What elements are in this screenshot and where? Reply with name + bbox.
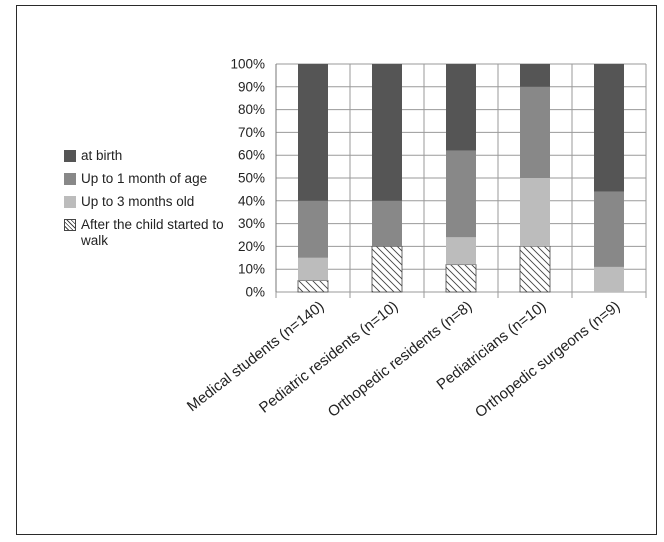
bar-segment [520, 86, 550, 178]
x-tick-label: Medical students (n=140) [184, 298, 328, 415]
legend-label: Up to 3 months old [81, 194, 195, 209]
bar-segment [372, 200, 402, 247]
bar-segment [446, 64, 476, 151]
y-tick-label: 10% [238, 262, 265, 277]
y-tick-label: 70% [238, 125, 265, 140]
legend-item-up-to-1-month: Up to 1 month of age [64, 171, 234, 187]
y-tick-label: 40% [238, 193, 265, 208]
bar-segment [520, 178, 550, 247]
bar-segment [298, 257, 328, 281]
legend-label: After the child started to walk [81, 217, 224, 248]
bar-segment [372, 64, 402, 201]
y-tick-label: 80% [238, 102, 265, 117]
bar-segment [520, 64, 550, 87]
y-tick-label: 0% [245, 285, 265, 300]
legend-label: Up to 1 month of age [81, 171, 208, 186]
y-tick-label: 100% [230, 57, 265, 72]
legend: at birth Up to 1 month of age Up to 3 mo… [64, 148, 234, 256]
bar-segment [445, 264, 477, 293]
bar-segment [594, 64, 624, 192]
x-tick-label: Pediatric residents (n=10) [256, 298, 401, 417]
legend-item-after-walking: After the child started to walk [64, 217, 234, 249]
bar-segment [594, 266, 624, 292]
bar-segment [446, 237, 476, 265]
bar-segment [298, 200, 328, 258]
bar-segment [297, 280, 329, 293]
legend-swatch [64, 219, 76, 231]
legend-swatch [64, 150, 76, 162]
legend-item-at-birth: at birth [64, 148, 234, 164]
bar-segment [446, 150, 476, 238]
y-tick-label: 50% [238, 171, 265, 186]
x-tick-label: Orthopedic residents (n=8) [325, 298, 476, 421]
bar-segment [371, 245, 403, 293]
x-axis: Medical students (n=140)Pediatric reside… [184, 298, 624, 422]
y-tick-label: 30% [238, 216, 265, 231]
y-tick-label: 20% [238, 239, 265, 254]
legend-swatch [64, 196, 76, 208]
bar-segment [298, 64, 328, 201]
y-axis: 0% 10% 20% 30% 40% 50% 60% 70% 80% 90% 100% [230, 57, 277, 300]
legend-item-up-to-3-months: Up to 3 months old [64, 194, 234, 210]
x-tick-label: Orthopedic surgeons (n=9) [472, 298, 623, 422]
y-tick-label: 90% [238, 79, 265, 94]
y-tick-label: 60% [238, 148, 265, 163]
bar-segment [519, 245, 551, 293]
stacked-bar-chart: 0% 10% 20% 30% 40% 50% 60% 70% 80% 90% 100% Medica… [184, 57, 647, 422]
bars [297, 64, 624, 293]
legend-swatch [64, 173, 76, 185]
chart-frame: 0% 10% 20% 30% 40% 50% 60% 70% 80% 90% 100% Medica… [16, 5, 657, 535]
bar-segment [594, 191, 624, 267]
legend-label: at birth [81, 148, 123, 163]
